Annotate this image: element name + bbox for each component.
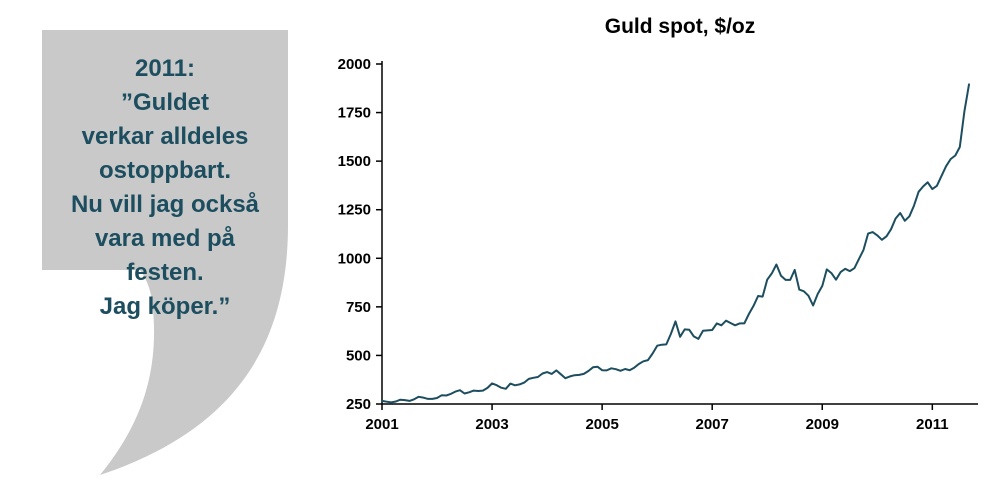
quote-panel: 2011: ”Guldet verkar alldeles ostoppbart… — [0, 0, 320, 500]
quotation-mark-shape — [42, 30, 288, 475]
svg-text:1000: 1000 — [338, 250, 371, 267]
svg-text:2011: 2011 — [916, 416, 949, 433]
gold-chart-svg: 250 500 750 1000 1250 1500 1750 2000 2001 2003 200… — [338, 56, 978, 433]
svg-text:1750: 1750 — [338, 105, 371, 122]
svg-text:500: 500 — [346, 347, 371, 364]
chart-title: Guld spot, $/oz — [604, 15, 756, 38]
svg-text:2003: 2003 — [475, 416, 508, 433]
svg-text:1250: 1250 — [338, 202, 371, 219]
quotation-mark-path — [42, 30, 288, 475]
svg-text:1500: 1500 — [338, 153, 371, 170]
svg-text:2009: 2009 — [806, 416, 839, 433]
svg-text:2001: 2001 — [365, 416, 398, 433]
svg-text:2005: 2005 — [585, 416, 618, 433]
svg-text:250: 250 — [346, 396, 371, 413]
svg-text:750: 750 — [346, 299, 371, 316]
svg-text:2007: 2007 — [696, 416, 729, 433]
gold-chart-panel: Guld spot, $/oz 250 500 750 1000 1250 1500 175… — [320, 15, 990, 455]
svg-text:2000: 2000 — [338, 56, 371, 73]
quote-text: 2011: ”Guldet verkar alldeles ostoppbart… — [70, 55, 260, 320]
